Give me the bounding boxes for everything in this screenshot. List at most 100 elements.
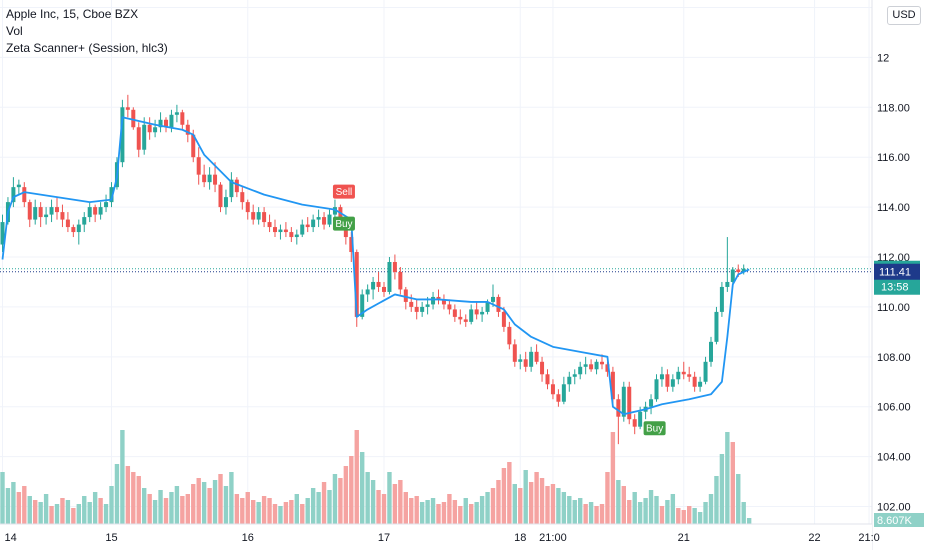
candle-body	[649, 399, 654, 407]
volume-bar	[730, 442, 735, 524]
candle	[687, 366, 692, 382]
candle	[283, 222, 288, 238]
candle-body	[420, 306, 425, 312]
candle-body	[207, 174, 212, 183]
volume-bar	[305, 498, 310, 524]
candle-body	[349, 237, 354, 253]
candle-body	[638, 411, 643, 427]
candle	[376, 271, 381, 292]
candle	[518, 354, 523, 370]
candle	[109, 182, 114, 208]
price-tick-label: 106.00	[877, 402, 911, 414]
candle-body	[87, 207, 92, 218]
volume-bar	[528, 482, 534, 524]
chart-legend: Apple Inc, 15, Cboe BZX Vol Zeta Scanner…	[6, 6, 168, 57]
candle	[76, 219, 81, 245]
price-level-label[interactable]: 111.41	[874, 263, 920, 280]
volume-bar	[398, 480, 403, 524]
time-tick-label: 21:0	[858, 532, 879, 544]
volume-bar	[218, 474, 223, 524]
volume-bar	[583, 504, 588, 524]
candle-body	[703, 361, 708, 382]
volume-bar	[278, 506, 283, 524]
candle	[371, 276, 376, 300]
buy-signal: Buy	[332, 216, 355, 231]
candle	[659, 366, 664, 387]
candle-body	[125, 107, 130, 110]
candle-body	[267, 222, 272, 228]
candle-body	[120, 107, 125, 163]
candle	[550, 379, 555, 400]
legend-symbol[interactable]: Apple Inc, 15, Cboe BZX	[6, 7, 139, 21]
candle	[267, 214, 272, 233]
candle-body	[169, 114, 174, 128]
candle-body	[136, 127, 141, 150]
candle	[496, 294, 501, 317]
volume-bar	[627, 500, 632, 524]
volume-bar	[479, 496, 485, 524]
volume-bar	[425, 500, 430, 524]
time-tick-label: 21:00	[539, 532, 567, 544]
candle-body	[496, 296, 501, 312]
candle	[507, 321, 512, 350]
candle	[223, 189, 228, 215]
volume-bar	[98, 498, 103, 524]
volume-bar	[692, 508, 697, 524]
signal-label: Buy	[335, 219, 352, 230]
candle	[207, 167, 212, 190]
candle	[273, 219, 277, 238]
candle	[202, 164, 207, 188]
currency-button[interactable]: USD	[887, 6, 921, 25]
candle-body	[382, 286, 386, 292]
volume-bar	[229, 472, 234, 524]
volume-bar	[561, 492, 567, 524]
candle-body	[98, 207, 103, 215]
candle-body	[71, 227, 76, 233]
candle-body	[447, 304, 452, 310]
candle-body	[0, 222, 5, 245]
volume-bar	[512, 484, 517, 524]
candle-body	[452, 309, 457, 317]
volume-bar	[87, 502, 92, 524]
volume-bar	[191, 484, 196, 524]
time-tick-label: 17	[378, 532, 390, 544]
candle	[545, 369, 550, 390]
candle-body	[741, 268, 746, 272]
candle	[474, 301, 479, 320]
volume-bar	[665, 500, 670, 524]
candle	[420, 301, 425, 317]
volume-bar	[60, 498, 65, 524]
candle-body	[616, 399, 621, 417]
candle	[305, 217, 310, 233]
candle	[692, 371, 697, 392]
volume-bar	[616, 480, 621, 524]
legend-volume[interactable]: Vol	[6, 24, 23, 38]
volume-bar	[719, 454, 725, 524]
volume-bar	[251, 500, 256, 524]
candle-body	[540, 361, 545, 375]
volume-bar	[632, 492, 637, 524]
candle-body	[610, 371, 615, 400]
sell-signal: Sell	[332, 184, 355, 199]
price-tick-label: 12	[877, 52, 889, 64]
candle	[703, 356, 708, 385]
signal-label: Sell	[336, 187, 353, 198]
candle	[632, 414, 637, 435]
candle-body	[27, 202, 32, 220]
legend-indicator[interactable]: Zeta Scanner+ (Session, hlc3)	[6, 41, 168, 55]
volume-bar	[708, 494, 714, 524]
time-tick-label: 14	[5, 532, 17, 544]
volume-bar	[245, 492, 250, 524]
volume-bar	[419, 502, 425, 524]
volume-bar	[11, 482, 16, 524]
candle	[594, 359, 599, 375]
candle-body	[262, 212, 267, 223]
volume-bar	[523, 470, 528, 524]
volume-bar	[447, 494, 452, 524]
price-tick-label: 118.00	[877, 102, 910, 114]
candle	[147, 117, 152, 140]
candle-body	[229, 179, 234, 198]
volume-bar	[370, 480, 376, 524]
